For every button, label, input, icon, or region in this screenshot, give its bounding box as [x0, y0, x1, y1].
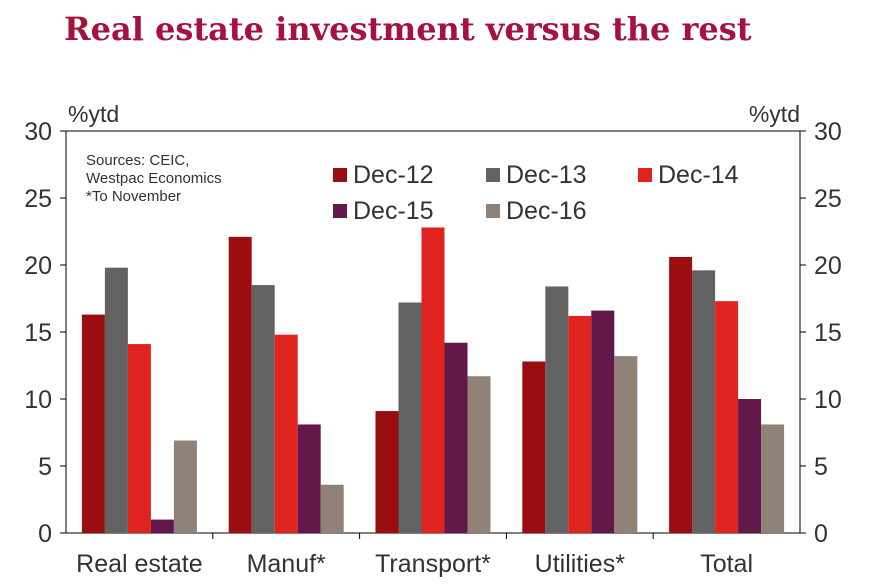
x-tick-label: Real estate — [76, 550, 202, 578]
bar-dec-14-3 — [568, 315, 592, 533]
chart-title: Real estate investment versus the rest — [64, 10, 752, 48]
legend-label-dec-13: Dec-13 — [506, 161, 587, 189]
legend-label-dec-15: Dec-15 — [353, 197, 434, 225]
bar-dec-12-1 — [228, 236, 252, 534]
source-note-line-1: Sources: CEIC, — [86, 152, 189, 169]
y-tick-label-left: 15 — [24, 319, 52, 347]
bar-dec-16-4 — [761, 424, 785, 533]
bar-dec-15-1 — [297, 424, 321, 533]
legend-swatch-dec-13 — [486, 168, 500, 182]
y-tick-label-right: 20 — [814, 252, 842, 280]
legend-swatch-dec-12 — [333, 168, 347, 182]
legend-label-dec-16: Dec-16 — [506, 197, 587, 225]
y-tick-label-right: 0 — [814, 520, 828, 548]
bar-dec-12-2 — [375, 411, 399, 533]
bar-dec-14-4 — [715, 301, 739, 533]
bar-dec-14-1 — [274, 334, 298, 533]
legend-label-dec-14: Dec-14 — [658, 161, 739, 189]
y-tick-label-left: 20 — [24, 252, 52, 280]
y-tick-label-left: 30 — [24, 118, 52, 146]
bar-dec-13-3 — [545, 286, 569, 533]
source-note-line-2: Westpac Economics — [86, 170, 222, 187]
y-tick-label-left: 0 — [38, 520, 52, 548]
x-tick-label: Total — [700, 550, 753, 578]
y-tick-label-right: 15 — [814, 319, 842, 347]
bar-dec-14-0 — [127, 344, 151, 533]
x-tick-label: Manuf* — [247, 550, 326, 578]
y-axis-label-right: %ytd — [749, 101, 800, 127]
bar-dec-13-2 — [398, 302, 422, 533]
y-tick-label-left: 25 — [24, 185, 52, 213]
bar-dec-15-0 — [150, 519, 174, 533]
bar-dec-13-4 — [692, 270, 716, 533]
x-tick-label: Transport* — [375, 550, 491, 578]
bar-dec-16-2 — [467, 376, 491, 533]
bar-dec-15-4 — [738, 399, 762, 533]
y-tick-label-right: 30 — [814, 118, 842, 146]
x-tick-label: Utilities* — [535, 550, 626, 578]
y-axis-label-left: %ytd — [68, 101, 119, 127]
y-tick-label-right: 10 — [814, 386, 842, 414]
legend-swatch-dec-15 — [333, 204, 347, 218]
bar-dec-13-1 — [251, 285, 275, 533]
bar-dec-15-3 — [591, 310, 615, 533]
legend-swatch-dec-14 — [638, 168, 652, 182]
bar-dec-12-3 — [522, 361, 546, 533]
legend-swatch-dec-16 — [486, 204, 500, 218]
bar-dec-15-2 — [444, 342, 468, 533]
y-tick-label-left: 5 — [38, 453, 52, 481]
source-note-line-3: *To November — [86, 188, 181, 205]
bar-dec-12-0 — [81, 314, 105, 533]
legend-label-dec-12: Dec-12 — [353, 161, 434, 189]
bar-dec-14-2 — [421, 227, 445, 534]
bar-dec-16-3 — [614, 356, 638, 533]
bar-dec-16-0 — [173, 440, 197, 533]
bar-dec-16-1 — [320, 484, 344, 533]
bar-dec-12-4 — [669, 256, 693, 533]
y-tick-label-right: 25 — [814, 185, 842, 213]
bar-dec-13-0 — [104, 267, 128, 533]
y-tick-label-right: 5 — [814, 453, 828, 481]
y-tick-label-left: 10 — [24, 386, 52, 414]
